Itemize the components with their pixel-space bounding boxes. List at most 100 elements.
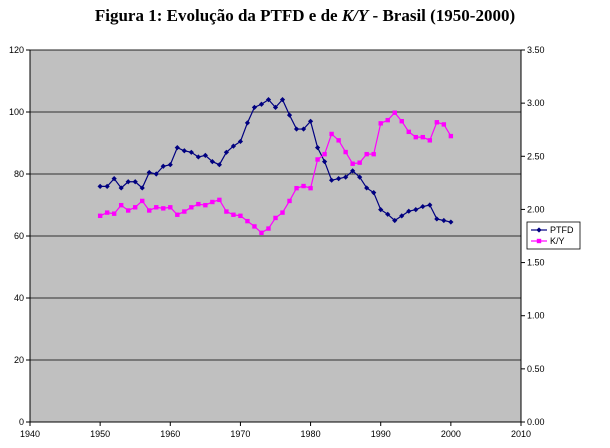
y-left-tick-label: 20: [14, 355, 24, 365]
y-right-tick-label: 1.00: [527, 311, 545, 321]
data-point: [189, 205, 194, 210]
x-tick-label: 2000: [441, 429, 461, 439]
data-point: [293, 126, 300, 132]
y-right-tick-label: 0.00: [527, 417, 545, 427]
data-point: [97, 213, 103, 219]
data-point: [118, 202, 124, 208]
data-point: [357, 160, 362, 165]
legend-box: [526, 221, 581, 250]
y-left-tick-label: 100: [9, 107, 24, 117]
data-point: [133, 205, 138, 210]
data-point: [434, 120, 440, 125]
legend-marker: [536, 238, 542, 244]
gridlines: [30, 49, 521, 361]
series-group: [97, 97, 454, 236]
data-point: [174, 145, 180, 151]
data-point: [434, 216, 440, 222]
x-tick-label: 1970: [230, 429, 250, 439]
data-point: [399, 213, 405, 219]
data-point: [216, 162, 222, 168]
data-point: [230, 143, 237, 149]
data-point: [202, 152, 208, 158]
data-point: [413, 207, 419, 213]
data-point: [147, 208, 152, 213]
data-point: [154, 205, 159, 210]
data-point: [168, 205, 173, 210]
legend-label: K/Y: [550, 236, 565, 246]
data-point: [329, 177, 335, 183]
x-tick-label: 1950: [90, 429, 110, 439]
y-right-tick-label: 3.50: [527, 45, 545, 55]
data-point: [378, 207, 384, 213]
data-point: [160, 163, 166, 169]
data-point: [322, 151, 327, 157]
data-point: [357, 174, 363, 180]
data-point: [125, 179, 131, 185]
data-point: [287, 198, 292, 204]
data-point: [181, 148, 187, 154]
data-point: [413, 134, 418, 140]
data-point: [448, 219, 454, 225]
data-point: [371, 151, 376, 157]
data-point: [322, 159, 328, 165]
data-point: [308, 185, 313, 191]
data-point: [167, 162, 173, 168]
data-point: [329, 131, 334, 137]
data-point: [118, 185, 124, 191]
axes: 1940 1950 1960 1970 1980 1990 2000 2010 0 20 40 60 8…: [9, 45, 545, 439]
x-tick-label: 1980: [301, 429, 321, 439]
data-point: [252, 224, 257, 229]
data-point: [399, 119, 404, 124]
data-point: [307, 118, 314, 124]
data-point: [182, 209, 187, 214]
data-point: [111, 211, 117, 216]
data-point: [406, 208, 412, 214]
data-point: [146, 169, 152, 176]
data-point: [111, 176, 117, 182]
data-point: [300, 126, 307, 132]
data-point: [231, 212, 236, 217]
data-point: [175, 212, 180, 217]
data-point: [265, 97, 272, 103]
y-right-tick-label: 3.00: [527, 98, 545, 108]
legend-label: PTFD: [550, 225, 574, 235]
data-point: [217, 197, 222, 203]
y-left-tick-label: 60: [14, 231, 24, 241]
data-point: [97, 183, 103, 189]
data-point: [364, 151, 369, 157]
y-right-tick-label: 1.50: [527, 258, 545, 268]
chart-title-italic: K/Y: [341, 6, 369, 25]
data-point: [139, 185, 145, 191]
data-point: [203, 202, 208, 208]
data-point: [385, 211, 391, 217]
data-point: [104, 183, 110, 189]
data-point: [441, 217, 447, 224]
data-point: [259, 230, 264, 236]
data-point: [378, 121, 383, 126]
data-point: [406, 129, 411, 135]
chart-title: Figura 1: Evolução da PTFD e de K/Y - Br…: [0, 6, 610, 26]
data-point: [280, 210, 285, 215]
legend-marker: [536, 227, 542, 233]
data-point: [448, 133, 454, 139]
y-right-tick-label: 2.50: [527, 151, 545, 161]
data-point: [336, 138, 341, 143]
data-point: [244, 120, 251, 126]
data-point: [237, 138, 244, 145]
data-point: [195, 154, 201, 160]
data-point: [286, 112, 293, 118]
x-tick-label: 1990: [371, 429, 391, 439]
data-point: [343, 174, 349, 180]
data-point: [301, 183, 306, 189]
y-left-tick-label: 120: [9, 45, 24, 55]
data-point: [392, 217, 398, 224]
data-point: [210, 199, 215, 205]
x-tick-label: 1960: [160, 429, 180, 439]
chart-title-prefix: Figura 1: Evolução da PTFD e de: [94, 6, 342, 25]
data-point: [364, 185, 370, 191]
data-point: [238, 213, 243, 219]
y-right-tick-label: 0.50: [527, 364, 545, 374]
data-point: [427, 202, 433, 208]
